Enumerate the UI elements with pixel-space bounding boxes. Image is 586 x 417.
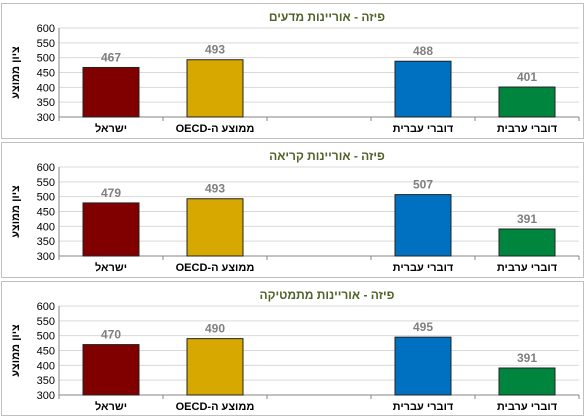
data-label: 391 (517, 351, 537, 365)
y-tick-label: 500 (37, 331, 55, 343)
data-label: 493 (205, 182, 225, 196)
x-tick-label: ישראל (95, 122, 127, 135)
y-axis-label: ציון ממוצע (10, 46, 22, 99)
x-tick-label: ממוצע ה-OECD (176, 262, 255, 274)
y-tick-label: 400 (37, 82, 55, 94)
y-tick-label: 450 (37, 68, 55, 80)
x-tick-label: דוברי ערבית (497, 401, 558, 413)
data-label: 493 (205, 43, 225, 57)
chart-title: פיזה - אוריינות מדעים (269, 10, 385, 24)
x-tick-label: דוברי ערבית (497, 262, 558, 274)
chart-svg-math: פיזה - אוריינות מתמטיקה ציון ממוצע 300 350 4… (10, 288, 580, 413)
data-label: 401 (517, 70, 537, 84)
chart-title: פיזה - אוריינות קריאה (269, 149, 385, 163)
y-tick-label: 550 (37, 316, 55, 328)
data-label: 495 (413, 320, 433, 334)
chart-svg-reading: פיזה - אוריינות קריאה ציון ממוצע 300 350 400… (10, 149, 580, 274)
data-label: 507 (413, 178, 433, 192)
y-tick-label: 550 (37, 38, 55, 50)
bar (186, 338, 244, 396)
y-axis-label: ציון ממוצע (10, 324, 22, 377)
bar (394, 336, 452, 396)
data-label: 490 (205, 322, 225, 336)
data-label: 488 (413, 44, 433, 58)
y-tick-label: 450 (37, 346, 55, 358)
y-tick-label: 600 (37, 162, 55, 174)
x-tick-label: ישראל (95, 261, 127, 274)
data-label: 391 (517, 212, 537, 226)
chart-panel-reading: פיזה - אוריינות קריאה ציון ממוצע 300 350 400… (1, 142, 584, 278)
y-tick-label: 500 (37, 192, 55, 204)
x-tick-label: דוברי ערבית (497, 123, 558, 135)
chart-title: פיזה - אוריינות מתמטיקה (260, 288, 395, 302)
bar (82, 344, 140, 396)
x-tick-label: דוברי עברית (393, 401, 454, 413)
y-tick-label: 300 (37, 251, 55, 263)
bar (394, 194, 452, 257)
y-tick-label: 350 (37, 236, 55, 248)
bar (498, 228, 556, 257)
x-tick-label: דוברי עברית (393, 262, 454, 274)
y-tick-label: 550 (37, 177, 55, 189)
x-tick-label: דוברי עברית (393, 123, 454, 135)
y-tick-label: 500 (37, 53, 55, 65)
x-tick-label: ממוצע ה-OECD (176, 401, 255, 413)
bar (394, 60, 452, 118)
data-label: 479 (101, 186, 121, 200)
data-label: 467 (101, 50, 121, 64)
bar (186, 59, 244, 118)
chart-svg-science: פיזה - אוריינות מדעים ציון ממוצע 300 350 400… (10, 10, 580, 135)
y-axis-label: ציון ממוצע (10, 185, 22, 238)
data-label: 470 (101, 328, 121, 342)
y-tick-label: 300 (37, 112, 55, 124)
bar (82, 202, 140, 257)
y-tick-label: 400 (37, 360, 55, 372)
chart-panel-science: פיזה - אוריינות מדעים ציון ממוצע 300 350 400… (1, 3, 584, 139)
y-tick-label: 400 (37, 221, 55, 233)
bar (186, 198, 244, 257)
y-tick-label: 450 (37, 207, 55, 219)
y-tick-label: 600 (37, 301, 55, 313)
y-tick-label: 350 (37, 97, 55, 109)
y-tick-label: 300 (37, 390, 55, 402)
bar (82, 66, 140, 118)
y-tick-label: 350 (37, 375, 55, 387)
x-tick-label: ממוצע ה-OECD (176, 123, 255, 135)
y-tick-label: 600 (37, 23, 55, 35)
bar (498, 367, 556, 396)
x-tick-label: ישראל (95, 400, 127, 413)
chart-panel-math: פיזה - אוריינות מתמטיקה ציון ממוצע 300 350 4… (1, 281, 584, 416)
bar (498, 86, 556, 118)
